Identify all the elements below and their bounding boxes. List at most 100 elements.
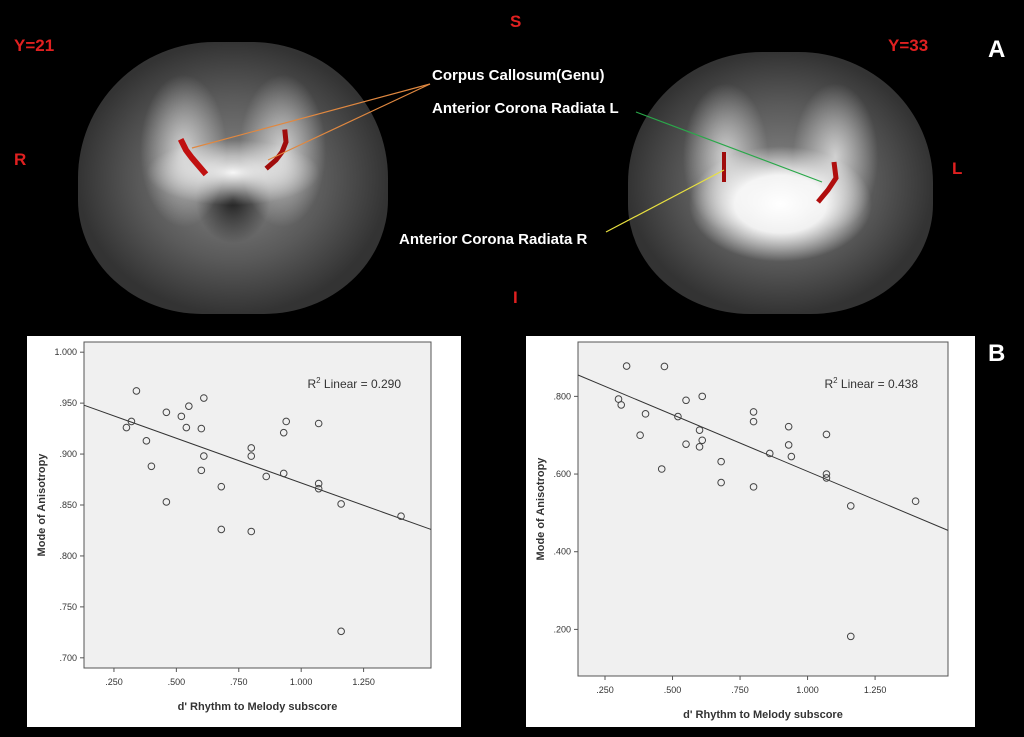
x-tick-label: 1.000: [290, 677, 313, 687]
data-point: [279, 428, 288, 437]
data-point: [822, 470, 831, 478]
x-tick-label: .500: [168, 677, 186, 687]
plot-area: [577, 341, 949, 677]
data-point: [217, 482, 226, 491]
data-point: [846, 502, 855, 510]
right-side-label: R: [14, 150, 27, 169]
data-point: [784, 441, 793, 449]
data-point: [279, 469, 288, 478]
y-axis-label: Mode of Anisotropy: [535, 457, 547, 561]
data-point: [314, 419, 323, 428]
data-point: [122, 423, 131, 432]
data-point: [682, 440, 690, 448]
brain-slice-y33: [628, 52, 933, 314]
data-point: [636, 431, 644, 440]
data-point: [695, 426, 704, 434]
y-tick-label: .900: [59, 449, 77, 459]
data-point: [314, 484, 323, 493]
tract-overlay: [177, 83, 839, 233]
data-point: [674, 412, 682, 421]
y-tick-label: .750: [59, 602, 77, 612]
x-tick-label: .750: [230, 677, 248, 687]
data-point: [185, 402, 193, 410]
y-tick-label: .950: [59, 398, 77, 408]
data-point: [765, 449, 774, 458]
data-point: [749, 483, 758, 491]
y-tick-label: 1.000: [54, 347, 77, 357]
genu-leader-2: [267, 83, 431, 161]
data-point: [247, 444, 256, 452]
panel-a-label: A: [988, 36, 1006, 63]
data-point: [787, 452, 796, 461]
panel-b-label: B: [988, 340, 1006, 367]
data-point: [337, 500, 345, 508]
right-slice-label: Y=33: [888, 36, 929, 55]
acr-r-leader: [605, 169, 725, 233]
plot-area: [83, 341, 432, 669]
scatter-plot-left-svg: .250 .500 .750 1.000 1.250 .700 .750 .800 .850 .9…: [36, 341, 432, 713]
y-tick-label: .400: [553, 547, 571, 557]
y-tick-label: .850: [59, 500, 77, 510]
y-tick-label: .800: [59, 551, 77, 561]
data-point: [698, 436, 707, 445]
y-tick-label: .800: [553, 391, 571, 401]
data-point: [177, 412, 186, 421]
data-point: [660, 362, 669, 371]
data-point: [127, 417, 136, 426]
x-tick-label: 1.250: [352, 677, 375, 687]
y-axis-label: Mode of Anisotropy: [36, 453, 48, 557]
data-point: [142, 437, 151, 445]
data-point: [717, 478, 725, 487]
data-point: [197, 466, 206, 475]
data-point: [695, 443, 704, 451]
data-point: [822, 474, 831, 482]
genu-leader-1: [191, 83, 431, 149]
x-tick-label: .750: [731, 685, 749, 695]
data-point: [197, 424, 206, 433]
x-axis-label: d' Rhythm to Melody subscore: [683, 709, 843, 721]
genu-tract-right-highlight: [264, 129, 289, 171]
data-point: [200, 394, 208, 402]
scatter-plot-right-svg: .250 .500 .750 1.000 1.250 .200 .400 .600 .800 d'…: [535, 341, 949, 721]
genu-label: Corpus Callosum(Genu): [432, 67, 605, 84]
x-tick-label: .500: [664, 685, 682, 695]
data-point: [617, 401, 626, 409]
data-point: [749, 417, 758, 426]
acr-l-highlight: [816, 161, 839, 204]
scatter-chart-left: .250 .500 .750 1.000 1.250 .700 .750 .800 .850 .9…: [27, 336, 461, 727]
y-tick-label: .600: [553, 469, 571, 479]
scatter-chart-right: .250 .500 .750 1.000 1.250 .200 .400 .600 .800 d'…: [526, 336, 975, 727]
data-point: [397, 512, 405, 521]
acr-r-label: Anterior Corona Radiata R: [399, 231, 588, 248]
x-tick-label: 1.250: [864, 685, 887, 695]
fit-line: [577, 374, 949, 531]
data-point: [749, 408, 758, 416]
data-point: [132, 387, 141, 395]
x-axis-label: d' Rhythm to Melody subscore: [178, 701, 338, 713]
x-tick-label: .250: [105, 677, 123, 687]
brain-slice-y21: [78, 42, 388, 314]
data-point: [784, 422, 793, 431]
fit-line: [83, 404, 432, 530]
genu-tract-left-highlight: [177, 137, 209, 177]
data-point: [846, 632, 855, 641]
superior-label: S: [510, 12, 522, 31]
acr-l-label: Anterior Corona Radiata L: [432, 100, 619, 117]
y-tick-label: .200: [553, 624, 571, 634]
data-point: [217, 525, 226, 534]
data-point: [641, 410, 650, 418]
y-tick-label: .700: [59, 653, 77, 663]
data-point: [682, 396, 690, 405]
x-tick-label: .250: [596, 685, 614, 695]
data-point: [282, 417, 291, 426]
data-point: [717, 457, 725, 466]
data-point: [262, 472, 271, 481]
r2-annotation: R2 Linear = 0.438: [824, 376, 918, 391]
data-point: [657, 465, 666, 473]
acr-l-leader: [635, 111, 823, 183]
data-point: [182, 423, 191, 432]
data-point: [200, 452, 208, 460]
data-point: [147, 462, 156, 471]
data-point: [337, 627, 345, 636]
data-point: [314, 479, 323, 488]
